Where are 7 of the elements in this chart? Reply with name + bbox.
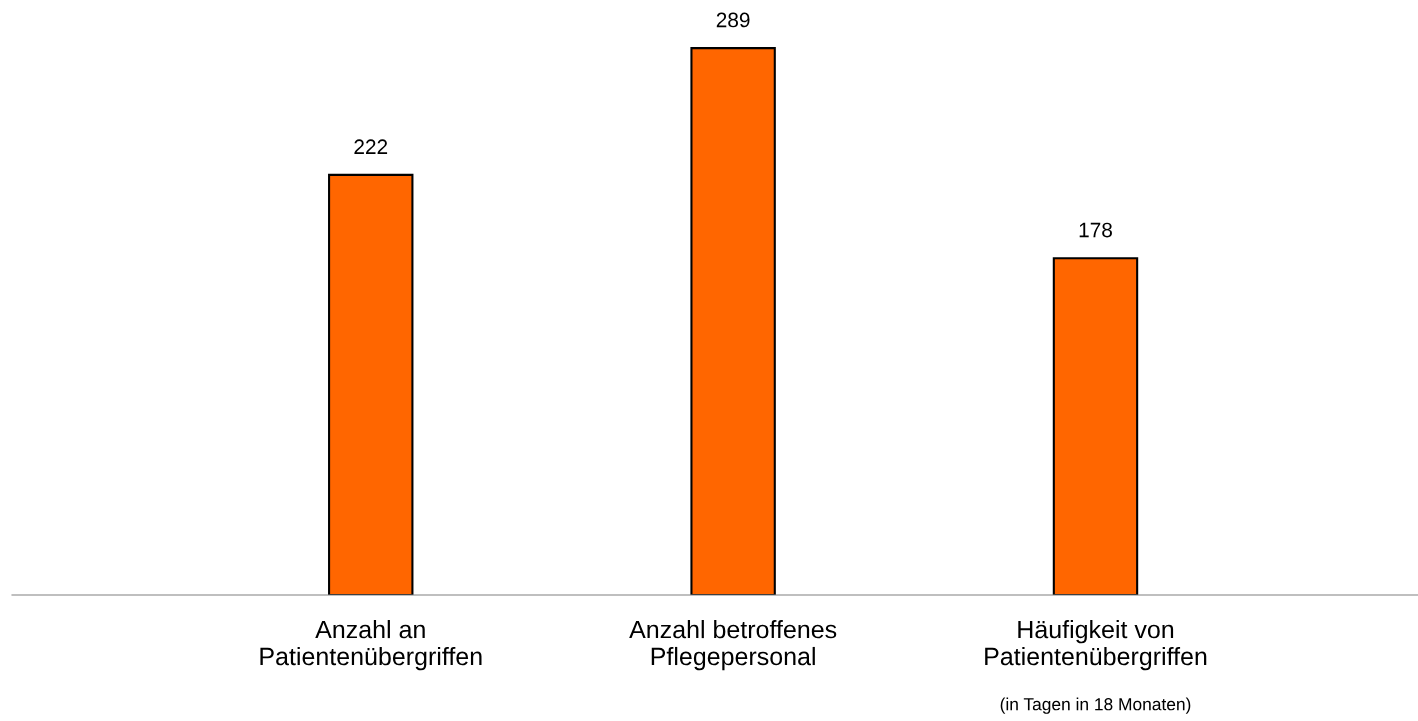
data-label: 289 <box>716 12 750 28</box>
data-label: 178 <box>1079 222 1112 238</box>
x-tick-label: Häufigkeit von Patientenübergriffen <box>985 620 1207 671</box>
x-tick-label: Anzahl betroffenes Pflegepersonal <box>629 620 837 671</box>
text: (in Tagen in 18 Monaten) <box>1000 697 1191 714</box>
x-tick-label: Anzahl an Patientenübergriffen <box>260 620 482 671</box>
data-label: 222 <box>354 139 388 154</box>
